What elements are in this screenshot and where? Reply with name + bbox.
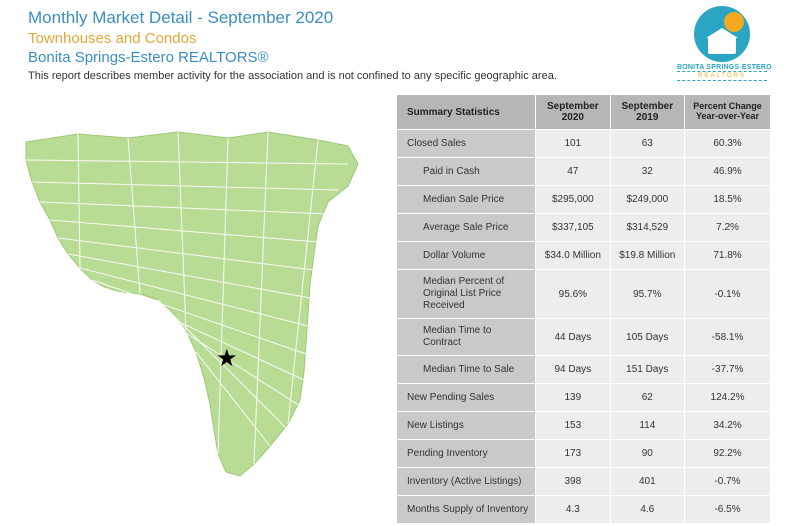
stat-current-value: $34.0 Million: [536, 242, 610, 270]
stat-prior-value: $314,529: [610, 214, 684, 242]
stat-pct-change: 34.2%: [685, 412, 771, 440]
stat-pct-change: 124.2%: [685, 384, 771, 412]
stat-label: Months Supply of Inventory: [397, 496, 536, 524]
stat-label: New Pending Sales: [397, 384, 536, 412]
stat-current-value: 101: [536, 130, 610, 158]
summary-statistics-table: Summary Statistics September 2020 Septem…: [396, 94, 771, 524]
stat-pct-change: 60.3%: [685, 130, 771, 158]
stat-current-value: 173: [536, 440, 610, 468]
stat-pct-change: -6.5%: [685, 496, 771, 524]
col-header-stat: Summary Statistics: [397, 95, 536, 130]
stat-current-value: 4.3: [536, 496, 610, 524]
stat-label: Dollar Volume: [397, 242, 536, 270]
logo-text-primary: BONITA SPRINGS-ESTERO: [677, 64, 767, 71]
stat-pct-change: -37.7%: [685, 356, 771, 384]
stat-current-value: 47: [536, 158, 610, 186]
table-row: Closed Sales1016360.3%: [397, 130, 771, 158]
stat-prior-value: 32: [610, 158, 684, 186]
report-body: ★ Summary Statistics September 2020 Sept…: [0, 86, 789, 524]
stat-current-value: $295,000: [536, 186, 610, 214]
table-header-row: Summary Statistics September 2020 Septem…: [397, 95, 771, 130]
stat-label: Median Time to Sale: [397, 356, 536, 384]
table-row: Average Sale Price$337,105$314,5297.2%: [397, 214, 771, 242]
table-row: New Pending Sales13962124.2%: [397, 384, 771, 412]
stat-prior-value: 151 Days: [610, 356, 684, 384]
stat-current-value: 44 Days: [536, 319, 610, 356]
title-line-2: Townhouses and Condos: [28, 30, 761, 47]
stat-label: Median Percent of Original List Price Re…: [397, 270, 536, 319]
col-header-current: September 2020: [536, 95, 610, 130]
report-subtitle: This report describes member activity fo…: [28, 70, 761, 82]
stat-pct-change: -58.1%: [685, 319, 771, 356]
table-row: Median Time to Sale94 Days151 Days-37.7%: [397, 356, 771, 384]
stat-current-value: 153: [536, 412, 610, 440]
col-header-prior: September 2019: [610, 95, 684, 130]
stat-prior-value: 63: [610, 130, 684, 158]
table-row: Median Time to Contract44 Days105 Days-5…: [397, 319, 771, 356]
stat-pct-change: 46.9%: [685, 158, 771, 186]
col-header-pct: Percent Change Year-over-Year: [685, 95, 771, 130]
stat-current-value: 398: [536, 468, 610, 496]
stat-pct-change: -0.7%: [685, 468, 771, 496]
stat-label: Paid in Cash: [397, 158, 536, 186]
stat-pct-change: -0.1%: [685, 270, 771, 319]
table-row: Inventory (Active Listings)398401-0.7%: [397, 468, 771, 496]
stat-prior-value: 90: [610, 440, 684, 468]
stat-prior-value: 62: [610, 384, 684, 412]
table-row: Median Sale Price$295,000$249,00018.5%: [397, 186, 771, 214]
stat-prior-value: $249,000: [610, 186, 684, 214]
stat-prior-value: 114: [610, 412, 684, 440]
table-row: Months Supply of Inventory4.34.6-6.5%: [397, 496, 771, 524]
stat-label: Average Sale Price: [397, 214, 536, 242]
title-line-1: Monthly Market Detail - September 2020: [28, 8, 761, 28]
stat-prior-value: 95.7%: [610, 270, 684, 319]
stat-prior-value: 4.6: [610, 496, 684, 524]
table-row: Median Percent of Original List Price Re…: [397, 270, 771, 319]
stat-prior-value: 105 Days: [610, 319, 684, 356]
house-icon: [708, 36, 736, 54]
location-star-icon: ★: [216, 344, 238, 373]
stat-prior-value: $19.8 Million: [610, 242, 684, 270]
title-line-3: Bonita Springs-Estero REALTORS®: [28, 49, 761, 66]
stat-pct-change: 18.5%: [685, 186, 771, 214]
stat-label: Pending Inventory: [397, 440, 536, 468]
table-row: New Listings15311434.2%: [397, 412, 771, 440]
florida-map: ★: [18, 94, 388, 494]
stat-prior-value: 401: [610, 468, 684, 496]
table-row: Dollar Volume$34.0 Million$19.8 Million7…: [397, 242, 771, 270]
report-header: Monthly Market Detail - September 2020 T…: [0, 0, 789, 86]
stat-current-value: 95.6%: [536, 270, 610, 319]
logo-badge-icon: [694, 6, 750, 62]
florida-map-icon: [18, 94, 388, 494]
stat-pct-change: 92.2%: [685, 440, 771, 468]
stat-current-value: $337,105: [536, 214, 610, 242]
stat-label: Median Sale Price: [397, 186, 536, 214]
stat-pct-change: 7.2%: [685, 214, 771, 242]
stat-label: Median Time to Contract: [397, 319, 536, 356]
association-logo: BONITA SPRINGS-ESTERO REALTORS: [677, 6, 767, 80]
stat-label: New Listings: [397, 412, 536, 440]
table-row: Pending Inventory1739092.2%: [397, 440, 771, 468]
stat-label: Closed Sales: [397, 130, 536, 158]
stats-table: Summary Statistics September 2020 Septem…: [396, 94, 771, 524]
logo-text-secondary: REALTORS: [677, 71, 767, 81]
stat-pct-change: 71.8%: [685, 242, 771, 270]
stat-current-value: 94 Days: [536, 356, 610, 384]
stat-label: Inventory (Active Listings): [397, 468, 536, 496]
stat-current-value: 139: [536, 384, 610, 412]
table-row: Paid in Cash473246.9%: [397, 158, 771, 186]
